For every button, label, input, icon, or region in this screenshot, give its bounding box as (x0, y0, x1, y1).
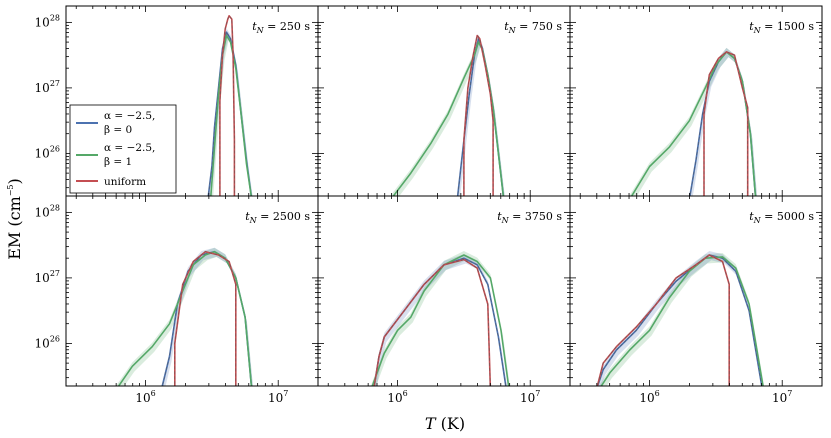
series-dash-uniform (174, 251, 237, 386)
series-dash-uniform (463, 34, 494, 196)
series-dash-uniform (373, 259, 491, 386)
series-dash-alpha_beta0 (597, 254, 763, 386)
panel-6: 106 107 tN = 5000 s (569, 195, 823, 405)
series-dash-uniform (596, 254, 730, 386)
legend-label-1-line1: α = −2.5, (104, 110, 155, 122)
x-tick-label: 106 (387, 389, 407, 405)
y-tick-label: 1026 (35, 334, 60, 350)
series-line-alpha_beta0 (689, 51, 757, 196)
x-tick-label: 106 (639, 389, 659, 405)
legend-label-3: uniform (104, 176, 146, 188)
panel-2-plot-area (390, 34, 505, 196)
y-tick-label: 1026 (35, 144, 60, 160)
legend-label-1-line2: β = 0 (104, 124, 132, 136)
panel-1-plot-area (207, 15, 253, 196)
panel-3-plot-area (629, 47, 758, 196)
legend-label-2-line2: β = 1 (104, 156, 132, 168)
y-tick-label: 1027 (35, 79, 60, 95)
panel-4: 1026 1027 1028 106 107 tN = 2500 s (35, 195, 319, 405)
band-alpha_beta1 (390, 38, 505, 196)
series-dash-alpha_beta0 (689, 51, 756, 196)
panel-3: tN = 1500 s (569, 5, 823, 197)
series-line-alpha_beta1 (600, 256, 764, 386)
y-tick-label: 1028 (35, 203, 60, 219)
panel-label: tN = 750 s (504, 20, 562, 35)
band-alpha_beta0 (596, 251, 763, 386)
panel-label: tN = 2500 s (245, 210, 310, 225)
series-line-uniform (174, 250, 237, 386)
panel-grid: 1026 1027 1028 tN = 250 s tN = 750 s tN = 150… (35, 5, 823, 405)
x-tick-label: 107 (772, 389, 792, 405)
x-tick-label: 106 (135, 389, 155, 405)
legend-label-2-line1: α = −2.5, (104, 142, 155, 154)
band-alpha_beta1 (599, 253, 765, 386)
band-alpha_beta0 (207, 28, 253, 196)
legend: α = −2.5, β = 0 α = −2.5, β = 1 uniform (69, 104, 177, 194)
band-alpha_beta0 (373, 254, 508, 386)
y-tick-label: 1028 (35, 13, 60, 29)
panel-6-frame (569, 195, 823, 387)
x-tick-label: 107 (268, 389, 288, 405)
y-tick-label: 1027 (35, 269, 60, 285)
panel-label: tN = 250 s (252, 20, 310, 35)
series-line-uniform (703, 51, 749, 196)
panel-4-frame (65, 195, 319, 387)
y-axis-title: EM (cm−5) (5, 178, 24, 260)
legend-box (69, 104, 177, 194)
panel-label: tN = 5000 s (749, 210, 814, 225)
panel-4-plot-area (116, 247, 253, 386)
panel-label: tN = 1500 s (749, 20, 814, 35)
band-alpha_beta1 (116, 247, 253, 386)
axis-titles: EM (cm−5) T (K) (5, 178, 465, 433)
series-line-alpha_beta1 (117, 250, 253, 386)
panel-5-frame (317, 195, 571, 387)
band-alpha_beta0 (689, 47, 758, 196)
panel-5-plot-area (371, 251, 510, 386)
panel-6-plot-area (596, 251, 765, 386)
series-line-alpha_beta1 (210, 34, 253, 196)
series-dash-uniform (219, 15, 235, 196)
panel-label: tN = 3750 s (497, 210, 562, 225)
band-alpha_beta1 (629, 47, 758, 196)
panel-2-frame (317, 5, 571, 197)
series-line-alpha_beta1 (392, 41, 505, 196)
x-tick-label: 107 (520, 389, 540, 405)
x-axis-title: T (K) (425, 414, 465, 433)
panel-5: 106 107 tN = 3750 s (317, 195, 571, 405)
panel-2: tN = 750 s (317, 5, 571, 197)
